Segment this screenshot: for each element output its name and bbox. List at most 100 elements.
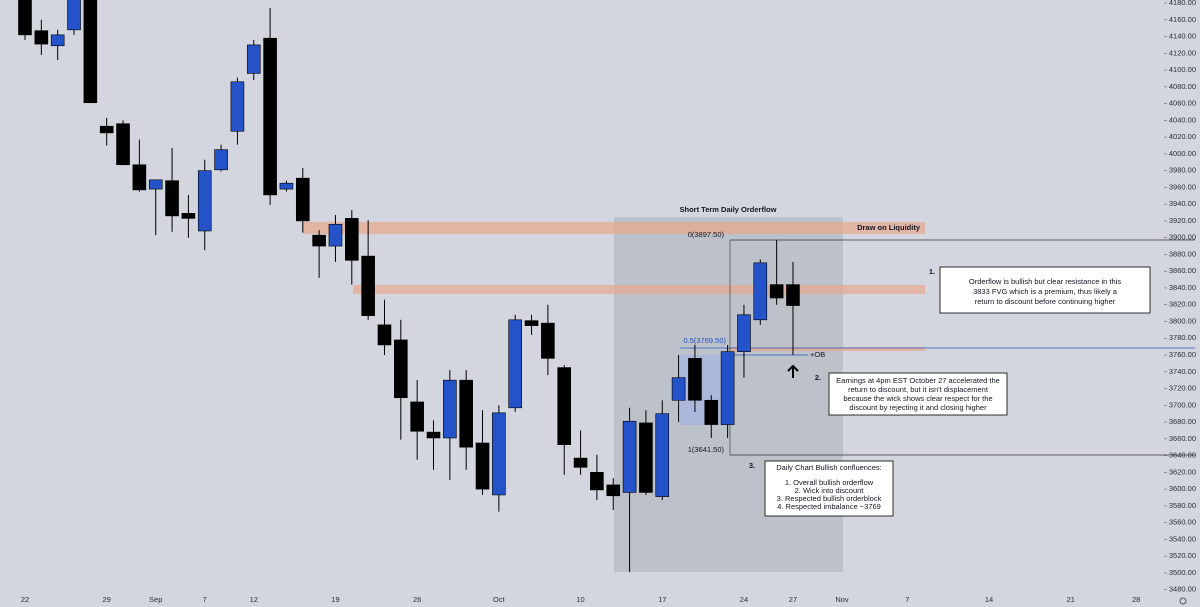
x-tick-label: 21	[1067, 595, 1075, 604]
ob-zone	[729, 347, 925, 351]
y-tick-label: 4080.00	[1169, 82, 1196, 91]
range-box-title: Short Term Daily Orderflow	[680, 205, 777, 214]
settings-icon[interactable]	[1179, 597, 1187, 605]
x-tick-label: 27	[789, 595, 797, 604]
candle-body	[67, 0, 81, 31]
note-line: return to discount, but it isn't displac…	[848, 385, 989, 394]
y-tick-label: 3700.00	[1169, 400, 1196, 409]
y-tick-label: 3580.00	[1169, 501, 1196, 510]
liquidity-zone	[303, 222, 925, 234]
y-tick-label: 3560.00	[1169, 518, 1196, 527]
y-tick-label: 3940.00	[1169, 199, 1196, 208]
note-line: 4. Respected imbalance ~3769	[777, 502, 881, 511]
candle-body	[295, 177, 310, 222]
y-tick-label: 4160.00	[1169, 15, 1196, 24]
x-tick-label: 26	[413, 595, 421, 604]
x-tick-label: 22	[21, 595, 29, 604]
note-number: 1.	[929, 267, 935, 276]
candle-body	[230, 81, 245, 132]
y-tick-label: 3520.00	[1169, 551, 1196, 560]
candle-body	[83, 0, 98, 104]
note-line: 3833 FVG which is a premium, thus likely…	[973, 287, 1118, 296]
candle-body	[148, 179, 163, 190]
y-tick-label: 3480.00	[1169, 585, 1196, 594]
candle-body	[394, 339, 408, 399]
y-tick-label: 3880.00	[1169, 249, 1196, 258]
y-tick-label: 3680.00	[1169, 417, 1196, 426]
candle-body	[328, 223, 343, 247]
x-tick-label: Oct	[493, 595, 506, 604]
candle-body	[443, 379, 457, 439]
candle-body	[508, 319, 523, 409]
x-tick-label: 7	[203, 595, 207, 604]
candle-body	[459, 379, 473, 448]
candle-body	[279, 182, 294, 190]
note-line: Earnings at 4pm EST October 27 accelerat…	[836, 376, 1000, 385]
fib-label: 0.5(3769.50)	[683, 336, 726, 345]
x-tick-label: 24	[740, 595, 748, 604]
candle-body	[786, 284, 800, 306]
x-tick-label: 28	[1132, 595, 1140, 604]
note-line: return to discount before continuing hig…	[975, 297, 1116, 306]
note-line: because the wick shows clear respect for…	[843, 394, 992, 403]
candle-body	[312, 234, 326, 247]
candle-body	[590, 472, 604, 491]
x-tick-label: 12	[250, 595, 258, 604]
candle-body	[639, 422, 653, 493]
y-tick-label: 4100.00	[1169, 65, 1196, 74]
candle-body	[720, 351, 735, 425]
y-tick-label: 4060.00	[1169, 99, 1196, 108]
candle-body	[18, 0, 32, 36]
ob-label: +OB	[810, 350, 825, 359]
candle-body	[50, 34, 65, 47]
y-tick-label: 3600.00	[1169, 484, 1196, 493]
candle-body	[606, 484, 621, 497]
y-tick-label: 3960.00	[1169, 182, 1196, 191]
y-tick-label: 4020.00	[1169, 132, 1196, 141]
y-tick-label: 3740.00	[1169, 367, 1196, 376]
candle-body	[246, 44, 261, 74]
notes: 1. Orderflow is bullish but clear resista…	[749, 266, 1151, 517]
note-number: 2.	[815, 373, 821, 382]
candle-body	[753, 262, 768, 321]
y-tick-label: 3860.00	[1169, 266, 1196, 275]
note-number: 3.	[749, 461, 755, 470]
candle-body	[622, 420, 637, 493]
y-tick-label: 3500.00	[1169, 568, 1196, 577]
candle-body	[197, 170, 212, 232]
y-tick-label: 4180.00	[1169, 0, 1196, 7]
y-tick-label: 3780.00	[1169, 333, 1196, 342]
candle-body	[214, 149, 228, 171]
y-tick-label: 3720.00	[1169, 384, 1196, 393]
candle-body	[541, 322, 555, 359]
fib-label: 1(3641.50)	[688, 445, 725, 454]
note-box	[939, 266, 1151, 314]
candle-body	[524, 320, 539, 326]
arrow	[787, 364, 799, 378]
note-line: 3. Respected bullish orderblock	[777, 494, 882, 503]
candle-body	[737, 314, 751, 352]
y-tick-label: 3820.00	[1169, 300, 1196, 309]
candle-body	[769, 284, 784, 299]
x-tick-label: 10	[576, 595, 584, 604]
y-tick-label: 4000.00	[1169, 149, 1196, 158]
candle-body	[132, 164, 147, 191]
liquidity-label: Draw on Liquidity	[857, 223, 921, 232]
y-tick-label: 3900.00	[1169, 233, 1196, 242]
y-tick-label: 3640.00	[1169, 451, 1196, 460]
fib-label: 0(3897.50)	[688, 230, 725, 239]
x-tick-label: Sep	[149, 595, 162, 604]
candle-body	[573, 457, 588, 468]
candles	[18, 0, 800, 573]
y-tick-label: 4140.00	[1169, 32, 1196, 41]
candle-body	[377, 324, 392, 346]
y-tick-label: 3840.00	[1169, 283, 1196, 292]
candle-body	[426, 431, 441, 439]
candle-body	[410, 401, 424, 432]
y-tick-label: 3620.00	[1169, 467, 1196, 476]
note-line: 2. Wick into discount	[795, 486, 865, 495]
y-tick-label: 4040.00	[1169, 115, 1196, 124]
x-tick-label: 29	[103, 595, 111, 604]
y-tick-label: 3760.00	[1169, 350, 1196, 359]
candle-body	[557, 367, 572, 445]
